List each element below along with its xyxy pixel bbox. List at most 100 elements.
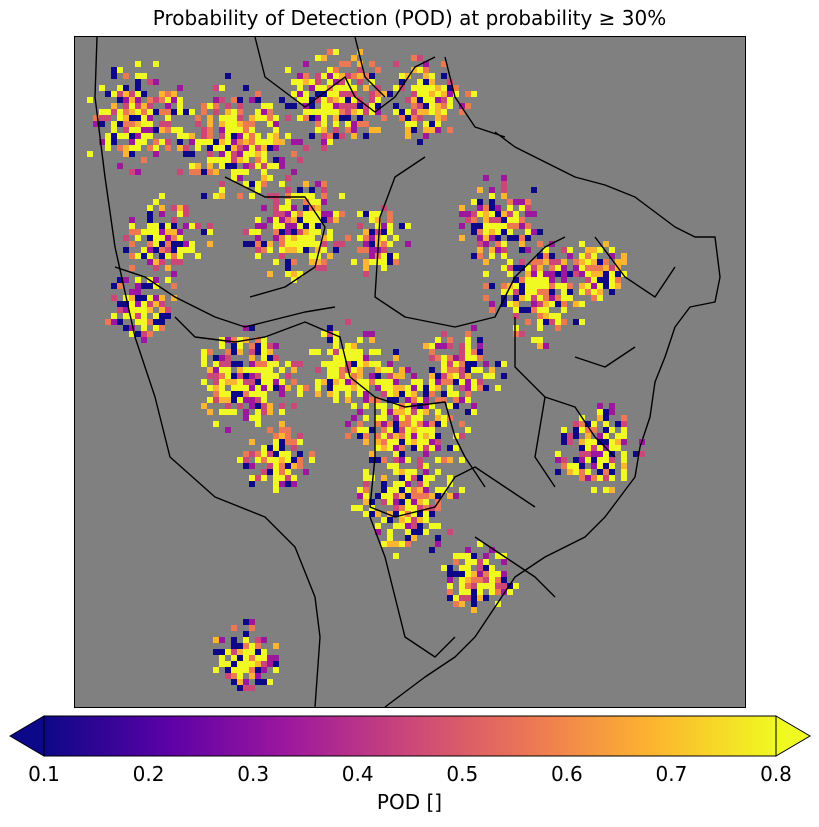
pod-pixel <box>363 469 369 475</box>
pod-pixel <box>123 151 129 157</box>
pod-pixel <box>489 193 495 199</box>
pod-pixel <box>357 73 363 79</box>
pod-pixel <box>333 133 339 139</box>
pod-pixel <box>315 247 321 253</box>
pod-pixel <box>561 289 567 295</box>
pod-pixel <box>249 481 255 487</box>
pod-pixel <box>297 73 303 79</box>
pod-pixel <box>429 379 435 385</box>
pod-pixel <box>237 457 243 463</box>
border-brazil-bolivia <box>174 316 486 488</box>
pod-pixel <box>417 409 423 415</box>
pod-pixel <box>231 673 237 679</box>
pod-pixel <box>399 223 405 229</box>
pod-pixel <box>147 121 153 127</box>
pod-pixel <box>297 433 303 439</box>
pod-pixel <box>369 511 375 517</box>
pod-pixel <box>423 403 429 409</box>
pod-pixel <box>351 355 357 361</box>
pod-pixel <box>249 379 255 385</box>
pod-pixel <box>243 367 249 373</box>
pod-pixel <box>411 439 417 445</box>
pod-pixel <box>417 493 423 499</box>
pod-pixel <box>411 103 417 109</box>
pod-pixel <box>159 247 165 253</box>
pod-pixel <box>141 337 147 343</box>
pod-pixel <box>261 409 267 415</box>
pod-pixel <box>399 439 405 445</box>
pod-pixel <box>171 229 177 235</box>
pod-pixel <box>483 565 489 571</box>
pod-pixel <box>237 193 243 199</box>
pod-pixel <box>423 97 429 103</box>
pod-pixel <box>273 223 279 229</box>
pod-pixel <box>405 505 411 511</box>
pod-pixel <box>513 217 519 223</box>
pod-pixel <box>399 469 405 475</box>
pod-pixel <box>531 187 537 193</box>
pod-pixel <box>483 373 489 379</box>
pod-pixel <box>201 193 207 199</box>
pod-pixel <box>483 577 489 583</box>
pod-pixel <box>561 433 567 439</box>
pod-pixel <box>411 409 417 415</box>
pod-pixel <box>333 367 339 373</box>
pod-pixel <box>471 577 477 583</box>
pod-pixel <box>201 139 207 145</box>
pod-pixel <box>471 211 477 217</box>
pod-pixel <box>105 109 111 115</box>
pod-pixel <box>525 307 531 313</box>
pod-pixel <box>231 655 237 661</box>
pod-pixel <box>609 265 615 271</box>
pod-pixel <box>375 379 381 385</box>
pod-pixel <box>405 529 411 535</box>
pod-pixel <box>213 97 219 103</box>
pod-pixel <box>255 109 261 115</box>
pod-pixel <box>201 403 207 409</box>
pod-pixel <box>351 505 357 511</box>
pod-pixel <box>381 439 387 445</box>
pod-pixel <box>291 241 297 247</box>
pod-pixel <box>375 127 381 133</box>
pod-pixel <box>609 439 615 445</box>
pod-pixel <box>483 385 489 391</box>
pod-pixel <box>543 307 549 313</box>
pod-pixel <box>243 661 249 667</box>
pod-pixel <box>315 223 321 229</box>
pod-pixel <box>357 211 363 217</box>
pod-pixel <box>423 91 429 97</box>
pod-pixel <box>387 259 393 265</box>
pod-pixel <box>423 73 429 79</box>
pod-pixel <box>471 559 477 565</box>
pod-pixel <box>579 259 585 265</box>
pod-pixel <box>393 349 399 355</box>
pod-pixel <box>357 61 363 67</box>
pod-pixel <box>399 517 405 523</box>
pod-pixel <box>573 457 579 463</box>
pod-pixel <box>381 241 387 247</box>
pod-pixel <box>411 121 417 127</box>
pod-pixel <box>441 415 447 421</box>
pod-pixel <box>513 289 519 295</box>
pod-pixel <box>129 133 135 139</box>
pod-pixel <box>129 115 135 121</box>
pod-pixel <box>561 295 567 301</box>
pod-pixel <box>537 325 543 331</box>
pod-pixel <box>321 199 327 205</box>
pod-pixel <box>483 283 489 289</box>
pod-pixel <box>399 79 405 85</box>
pod-pixel <box>435 457 441 463</box>
pod-pixel <box>501 223 507 229</box>
pod-pixel <box>369 229 375 235</box>
pod-pixel <box>177 235 183 241</box>
pod-pixel <box>363 481 369 487</box>
pod-pixel <box>615 445 621 451</box>
pod-pixel <box>279 481 285 487</box>
pod-pixel <box>333 103 339 109</box>
pod-pixel <box>393 487 399 493</box>
pod-pixel <box>363 331 369 337</box>
pod-pixel <box>279 139 285 145</box>
pod-pixel <box>237 343 243 349</box>
pod-pixel <box>261 151 267 157</box>
pod-pixel <box>429 79 435 85</box>
